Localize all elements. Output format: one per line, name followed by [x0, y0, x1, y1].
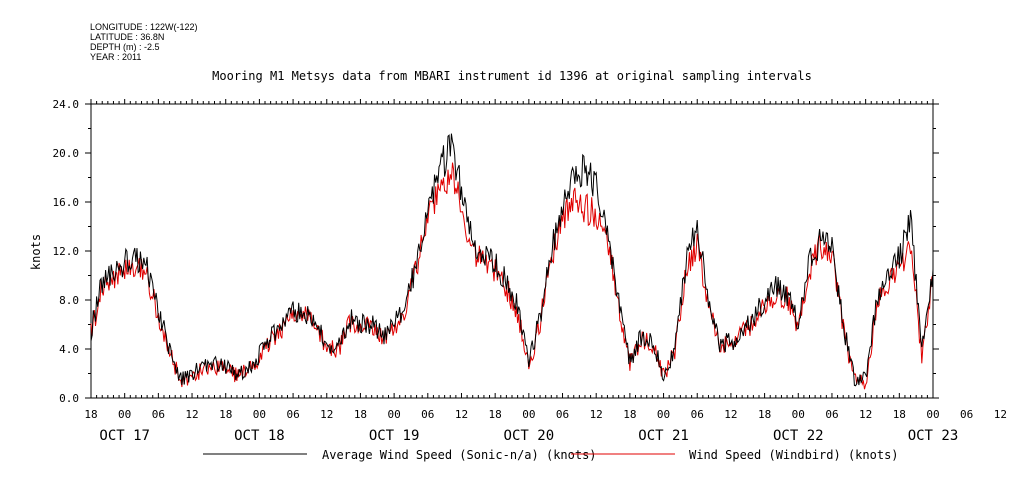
x-hour-label: 12 — [994, 408, 1007, 421]
x-hour-label: 12 — [724, 408, 737, 421]
x-hour-label: 00 — [253, 408, 266, 421]
x-hour-label: 00 — [926, 408, 939, 421]
x-hour-label: 06 — [960, 408, 973, 421]
x-hour-label: 00 — [387, 408, 400, 421]
y-tick-label: 16.0 — [53, 196, 80, 209]
x-hour-label: 00 — [118, 408, 131, 421]
y-tick-label: 20.0 — [53, 147, 80, 160]
x-day-label: OCT 17 — [99, 428, 150, 444]
x-hour-label: 06 — [825, 408, 838, 421]
x-hour-label: 18 — [758, 408, 771, 421]
x-hour-label: 12 — [320, 408, 333, 421]
y-tick-label: 0.0 — [59, 392, 79, 405]
chart-title: Mooring M1 Metsys data from MBARI instru… — [212, 69, 812, 83]
legend: Average Wind Speed (Sonic-n/a) (knots) W… — [203, 448, 899, 462]
x-hour-label: 12 — [859, 408, 872, 421]
x-hour-label: 18 — [84, 408, 97, 421]
series-line-windbird-wind-speed — [90, 162, 934, 390]
meta-year: YEAR : 2011 — [90, 52, 142, 62]
y-tick-label: 24.0 — [53, 98, 80, 111]
y-tick-label: 8.0 — [59, 294, 79, 307]
x-hour-label: 12 — [185, 408, 198, 421]
y-tick-label: 12.0 — [53, 245, 80, 258]
x-day-label: OCT 20 — [504, 428, 555, 444]
x-hour-label: 06 — [691, 408, 704, 421]
x-hour-label: 06 — [421, 408, 434, 421]
x-hour-label: 06 — [152, 408, 165, 421]
x-hour-label: 00 — [522, 408, 535, 421]
x-hour-label: 18 — [219, 408, 232, 421]
legend-label-windbird: Wind Speed (Windbird) (knots) — [689, 448, 899, 462]
metadata-block: LONGITUDE : 122W(-122) LATITUDE : 36.8N … — [90, 22, 198, 62]
x-hour-label: 06 — [286, 408, 299, 421]
x-hour-label: 18 — [489, 408, 502, 421]
meta-longitude: LONGITUDE : 122W(-122) — [90, 22, 198, 32]
x-hour-label: 12 — [590, 408, 603, 421]
x-hour-label: 18 — [354, 408, 367, 421]
y-axis-label: knots — [29, 234, 43, 270]
x-day-label: OCT 23 — [908, 428, 959, 444]
meta-latitude: LATITUDE : 36.8N — [90, 32, 165, 42]
x-hour-label: 18 — [893, 408, 906, 421]
axis-ticks: 0.0 4.0 8.0 12.0 16.0 20.0 24.0 18 00 06 12 18 00 06 1… — [53, 98, 1007, 444]
x-hour-label: 00 — [657, 408, 670, 421]
x-day-label: OCT 22 — [773, 428, 824, 444]
x-day-label: OCT 21 — [638, 428, 689, 444]
y-tick-label: 4.0 — [59, 343, 79, 356]
x-day-label: OCT 18 — [234, 428, 285, 444]
x-hour-label: 06 — [556, 408, 569, 421]
x-day-label: OCT 19 — [369, 428, 420, 444]
meta-depth: DEPTH (m) : -2.5 — [90, 42, 160, 52]
series-group — [90, 133, 934, 390]
x-hour-label: 12 — [455, 408, 468, 421]
x-hour-label: 18 — [623, 408, 636, 421]
legend-label-average: Average Wind Speed (Sonic-n/a) (knots) — [322, 448, 597, 462]
x-hour-label: 00 — [792, 408, 805, 421]
series-line-average-wind-speed — [90, 133, 934, 387]
plot-frame — [90, 103, 934, 399]
